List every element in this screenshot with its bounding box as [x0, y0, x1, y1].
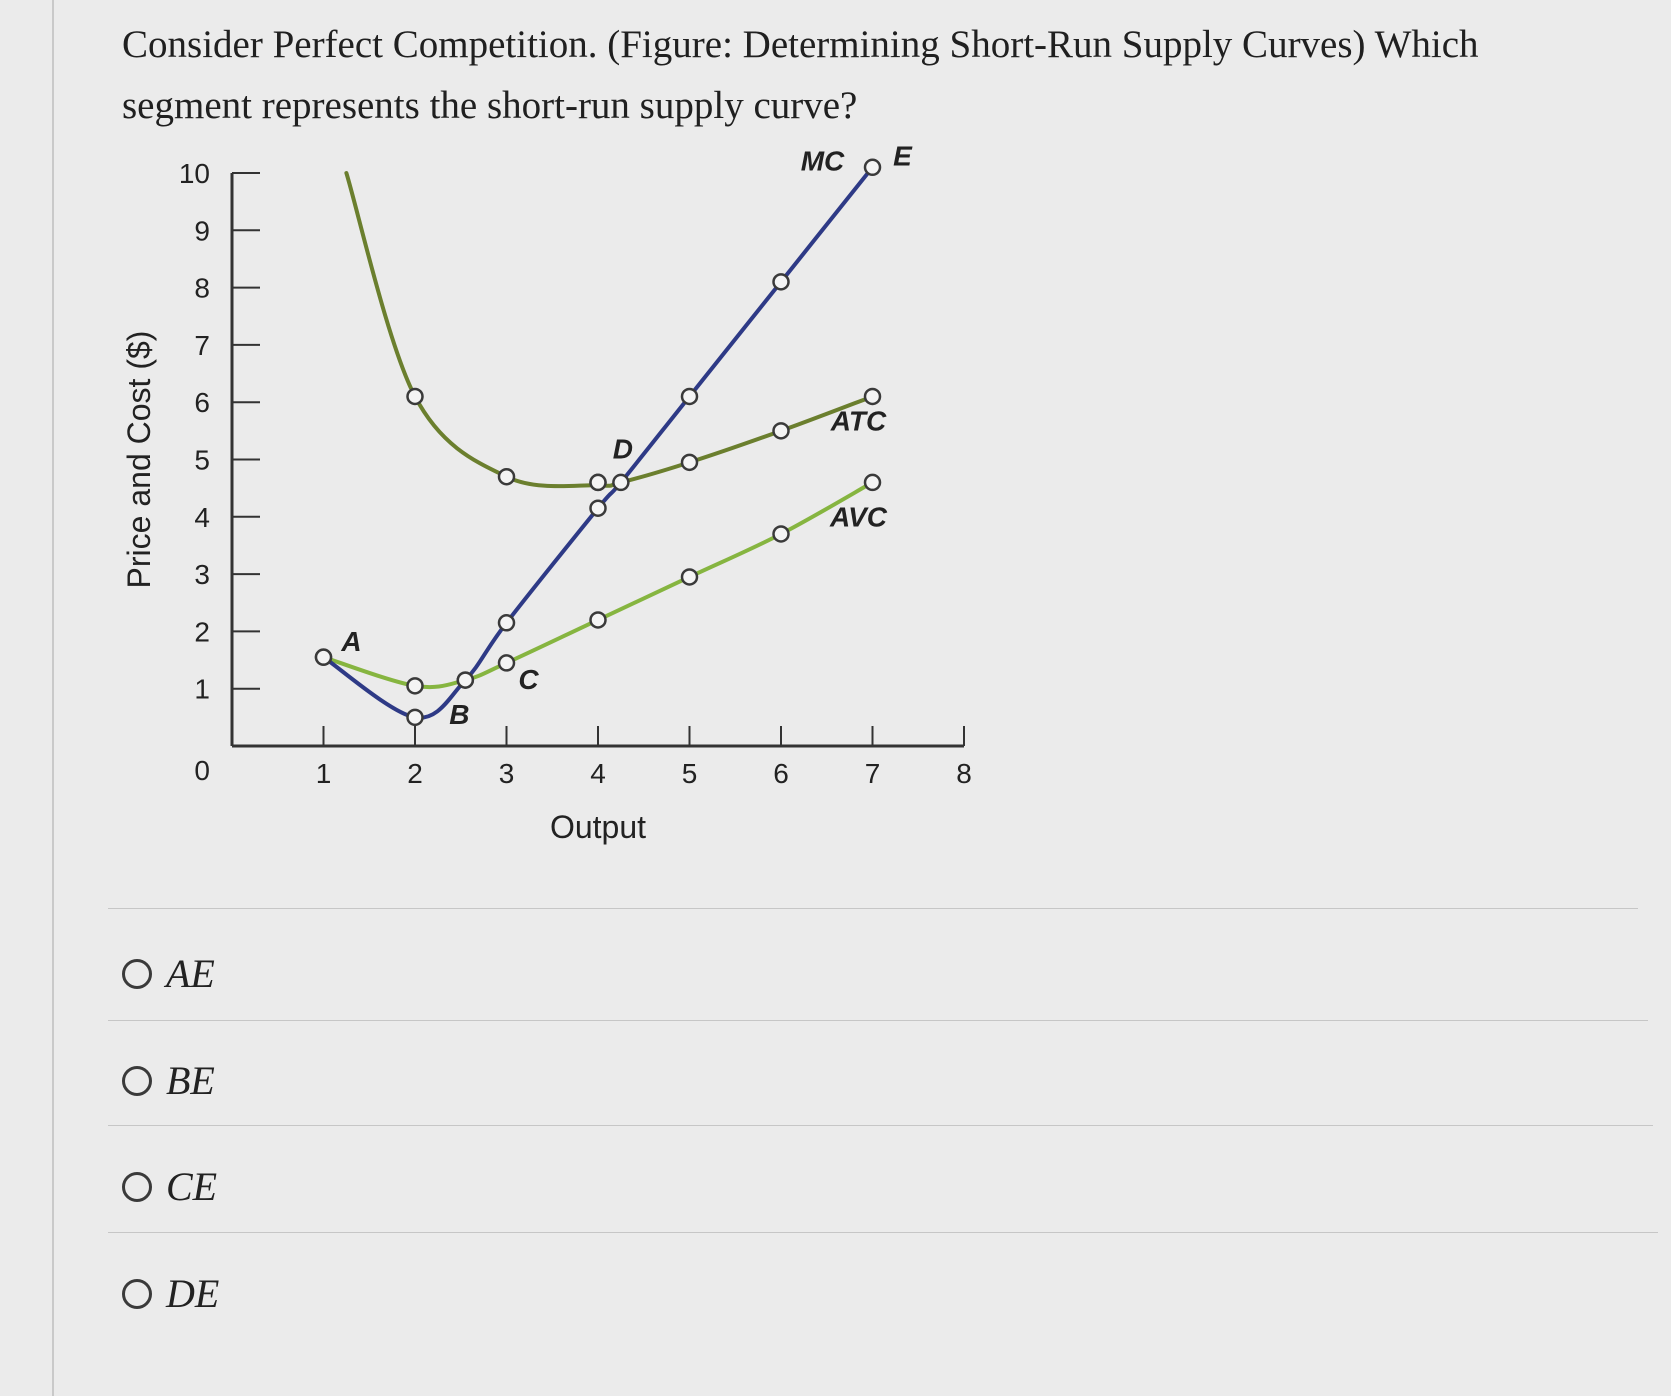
page-left-border	[52, 0, 54, 1396]
divider	[108, 1232, 1658, 1233]
chart-ticks: 0 1 2 3 4 5 6 7 8 9 10 1 2 3 4 5 6 7 8	[179, 158, 972, 789]
mc-data-point	[589, 473, 607, 492]
y-tick-label: 9	[194, 215, 210, 246]
atc-data-point	[497, 467, 516, 486]
point-label-a: A	[340, 626, 361, 657]
mc-data-point	[772, 273, 790, 291]
mc-data-point	[863, 158, 882, 177]
x-tick-label: 4	[590, 758, 606, 789]
point-label-b: B	[449, 699, 469, 730]
mc-curve	[321, 165, 875, 720]
divider	[108, 1125, 1653, 1126]
y-tick-label: 10	[179, 158, 210, 189]
avc-data-point	[406, 677, 424, 695]
atc-data-point	[772, 422, 790, 440]
y-tick-label: 7	[194, 330, 210, 361]
radio-button[interactable]	[122, 1065, 152, 1096]
y-tick-label: 1	[194, 674, 210, 705]
chart-labels: Output Price and Cost ($) A B C D E MC ATC AVC	[121, 140, 913, 845]
mc-data-point	[314, 648, 333, 666]
y-tick-label: 3	[194, 559, 210, 590]
x-tick-label: 8	[956, 758, 972, 789]
y-tick-label: 6	[194, 387, 210, 418]
y-tick-label: 2	[194, 616, 210, 647]
x-tick-label: 6	[773, 758, 789, 789]
x-tick-label: 2	[407, 758, 423, 789]
point-label-d: D	[613, 433, 633, 464]
mc-data-point	[406, 708, 424, 727]
atc-data-point	[612, 473, 630, 492]
x-axis-title: Output	[550, 809, 646, 845]
option-label: CE	[166, 1164, 218, 1209]
x-tick-label: 3	[499, 758, 515, 789]
option-label: AE	[166, 951, 215, 996]
curve-label-mc: MC	[801, 145, 845, 176]
avc-data-point	[863, 473, 882, 492]
answer-option-ae[interactable]: AE	[122, 950, 215, 997]
chart-markers	[314, 158, 882, 727]
x-tick-label: 1	[316, 758, 332, 789]
radio-button[interactable]	[122, 1278, 152, 1309]
x-tick-label: 7	[865, 758, 881, 789]
option-label: BE	[166, 1058, 215, 1103]
atc-data-point	[863, 387, 882, 406]
curve-label-avc: AVC	[829, 501, 888, 532]
avc-data-point	[680, 568, 699, 586]
divider	[108, 908, 1638, 909]
atc-data-point	[680, 453, 699, 472]
atc-data-point	[406, 387, 424, 406]
atc-curve	[344, 171, 875, 489]
option-label: DE	[166, 1271, 220, 1316]
y-tick-label: 0	[194, 755, 210, 786]
mc-data-point	[497, 614, 516, 632]
mc-data-point	[456, 671, 475, 689]
point-label-c: C	[518, 664, 539, 695]
mc-data-point	[589, 499, 607, 517]
chart-axes	[230, 173, 964, 748]
avc-data-point	[497, 654, 516, 672]
y-tick-label: 8	[194, 273, 210, 304]
avc-data-point	[772, 525, 790, 543]
answer-option-de[interactable]: DE	[122, 1270, 219, 1317]
mc-data-point	[680, 387, 699, 406]
x-tick-label: 5	[682, 758, 698, 789]
y-axis-title: Price and Cost ($)	[121, 331, 157, 589]
radio-button[interactable]	[122, 958, 152, 989]
point-label-e: E	[893, 140, 913, 171]
avc-data-point	[589, 611, 607, 629]
answer-option-ce[interactable]: CE	[122, 1163, 217, 1210]
radio-button[interactable]	[122, 1171, 152, 1202]
y-tick-label: 4	[194, 502, 210, 533]
divider	[108, 1020, 1648, 1021]
answer-option-be[interactable]: BE	[122, 1057, 215, 1104]
y-tick-label: 5	[194, 445, 210, 476]
chart-curves	[321, 165, 875, 720]
question-text: Consider Perfect Competition. (Figure: D…	[122, 23, 1479, 127]
short-run-supply-chart: 0 1 2 3 4 5 6 7 8 9 10 1 2 3 4 5 6 7 8 Output Price and Cos…	[121, 140, 972, 845]
curve-label-atc: ATC	[830, 405, 887, 436]
